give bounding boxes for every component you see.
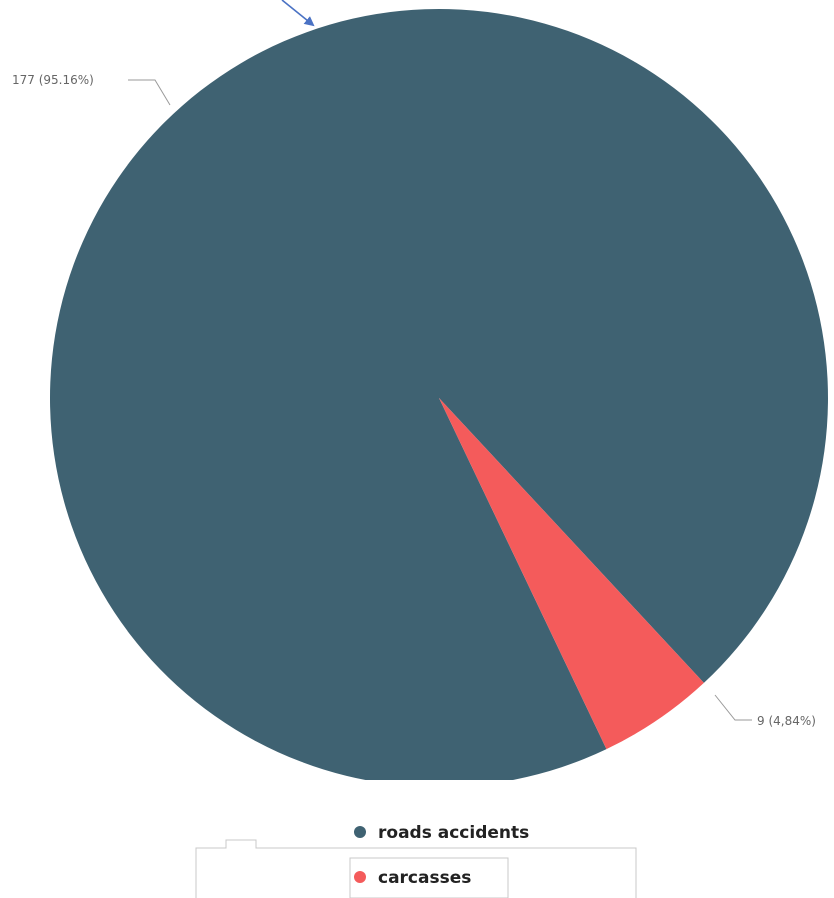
legend-marker-carcasses [354,871,366,883]
data-label-carcasses: 9 (4,84%) [757,714,816,728]
leader-line-carcasses [714,694,752,721]
pie-slices [50,9,828,787]
pie-slice-carcasses[interactable] [439,398,704,750]
annotation-arrow [281,0,315,27]
leader-line-roads-accidents [128,79,171,106]
pie-slice-roads-accidents[interactable] [50,9,828,787]
legend-outer-box [195,839,637,898]
legend-label-roads-accidents: roads accidents [378,823,529,843]
legend-inner-box [349,857,509,898]
legend-item-carcasses[interactable]: carcasses [354,868,471,888]
legend-marker-roads-accidents [354,826,366,838]
data-label-roads-accidents: 177 (95.16%) [12,73,94,87]
legend: roads accidents carcasses [195,823,637,898]
legend-item-roads-accidents[interactable]: roads accidents [354,823,529,843]
legend-label-carcasses: carcasses [378,868,471,888]
data-labels: 177 (95.16%) 9 (4,84%) [12,73,816,728]
